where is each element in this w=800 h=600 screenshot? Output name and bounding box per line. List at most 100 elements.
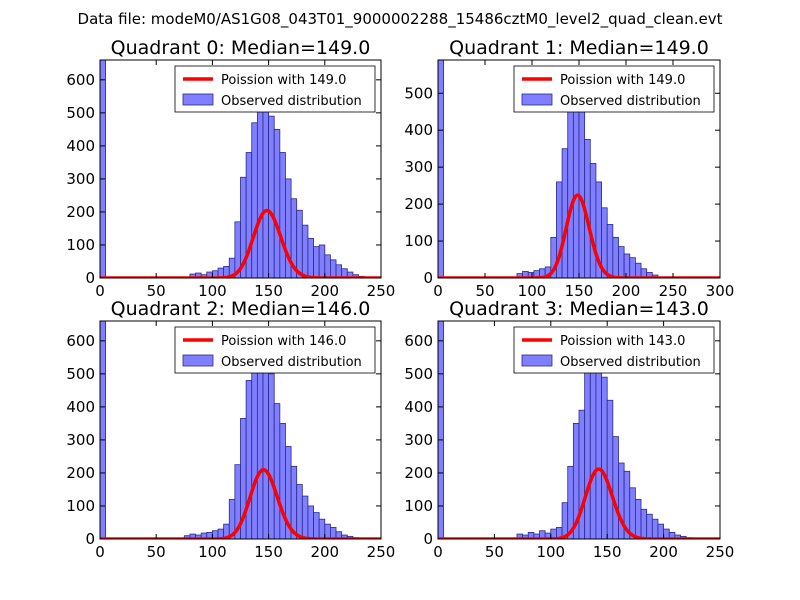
legend-label-observed: Observed distribution: [221, 355, 362, 370]
x-tick-label: 250: [706, 543, 735, 561]
histogram-bar: [561, 148, 569, 278]
panel-title: Quadrant 1: Median=149.0: [449, 37, 709, 59]
histogram-bar: [438, 60, 445, 278]
legend-bar-swatch: [182, 93, 214, 106]
y-tick-label: 200: [404, 195, 433, 213]
histogram-bar: [318, 518, 326, 539]
histogram-bar: [296, 484, 303, 539]
y-tick-label: 0: [423, 269, 433, 287]
y-tick-label: 500: [66, 104, 95, 122]
histogram-bar: [623, 253, 631, 278]
y-tick-label: 600: [66, 332, 95, 350]
y-tick-label: 100: [404, 232, 433, 250]
y-tick-label: 300: [404, 158, 433, 176]
plot-area: [100, 321, 381, 539]
poisson-curve: [100, 468, 381, 539]
histogram-bar: [268, 115, 275, 278]
histogram-bar: [273, 128, 281, 278]
x-tick-label: 50: [147, 543, 166, 561]
histogram-bar: [635, 262, 642, 278]
x-tick-label: 50: [475, 282, 494, 300]
histogram-bar: [567, 92, 574, 278]
panel-title: Quadrant 3: Median=143.0: [449, 298, 709, 320]
x-tick-label: 0: [95, 282, 105, 300]
histogram-bar: [635, 498, 642, 539]
y-tick-label: 200: [404, 464, 433, 482]
histogram-bar: [262, 95, 270, 278]
histogram-bar: [595, 353, 602, 539]
x-tick-label: 150: [593, 543, 622, 561]
legend-label-observed: Observed distribution: [560, 355, 701, 370]
legend-bar-swatch: [182, 354, 214, 367]
histogram-bar: [589, 163, 597, 278]
histogram-bar: [651, 518, 659, 539]
histogram-bar: [307, 237, 314, 278]
legend-label-poisson: Poission with 146.0: [221, 334, 346, 349]
x-tick-label: 150: [254, 282, 283, 300]
x-tick-label: 250: [659, 282, 688, 300]
legend-label-observed: Observed distribution: [560, 94, 701, 109]
axes-frame: [437, 320, 721, 540]
legend-label-poisson: Poission with 143.0: [560, 334, 685, 349]
panel-quadrant-2: 0 50 100 150 200 250 0 100 200 300 400 500 600 Quadra…: [66, 298, 395, 561]
x-tick-label: 200: [310, 282, 339, 300]
figure-title: Data file: modeM0/AS1G08_043T01_90000022…: [78, 10, 723, 29]
y-tick-label: 100: [404, 497, 433, 515]
x-tick-label: 100: [198, 282, 227, 300]
histogram-bar: [313, 512, 320, 539]
legend: Poission with 143.0 Observed distribution: [513, 326, 715, 374]
histogram-bar: [612, 436, 619, 539]
y-tick-label: 200: [66, 464, 95, 482]
histogram-bar: [313, 246, 320, 278]
x-tick-label: 50: [485, 543, 504, 561]
y-tick-label: 200: [66, 203, 95, 221]
legend: Poission with 146.0 Observed distribution: [174, 326, 376, 374]
histogram-bar: [657, 523, 665, 539]
histogram-bar: [279, 422, 286, 539]
histogram-bar: [324, 254, 331, 278]
y-tick-label: 300: [404, 431, 433, 449]
y-tick-label: 300: [66, 431, 95, 449]
legend-label-poisson: Poission with 149.0: [221, 73, 346, 88]
legend-box: [513, 326, 715, 374]
histogram-bar: [301, 495, 309, 539]
histogram-bar: [251, 122, 258, 278]
x-tick-label: 200: [649, 543, 678, 561]
x-tick-label: 150: [254, 543, 283, 561]
legend: Poission with 149.0 Observed distribution: [513, 65, 715, 113]
panels: 0 50 100 150 200 2500100200300400500600Quadra…: [66, 37, 734, 561]
histogram-bar: [245, 380, 253, 539]
panel-title: Quadrant 0: Median=149.0: [111, 37, 371, 59]
x-tick-label: 100: [536, 543, 565, 561]
x-tick-label: 0: [95, 543, 105, 561]
y-tick-label: 400: [66, 398, 95, 416]
histogram-bar: [307, 505, 314, 539]
histogram-bar: [251, 353, 258, 539]
histogram-bar: [335, 264, 343, 278]
x-tick-label: 300: [706, 282, 735, 300]
poisson-curve: [100, 208, 381, 278]
histogram-bar: [273, 403, 281, 539]
histogram-bar: [296, 209, 303, 278]
histogram-bar: [601, 376, 608, 539]
y-tick-label: 600: [404, 332, 433, 350]
histogram-bar: [629, 487, 636, 539]
x-tick-label: 250: [367, 282, 396, 300]
x-tick-label: 200: [612, 282, 641, 300]
histogram-bar: [606, 224, 614, 278]
x-tick-label: 0: [433, 543, 443, 561]
histogram-bar: [612, 236, 619, 278]
x-tick-label: 50: [147, 282, 166, 300]
x-tick-label: 100: [198, 543, 227, 561]
axes-frame: [99, 320, 382, 540]
histogram-bar: [324, 523, 331, 539]
histogram-bar: [618, 246, 625, 278]
y-tick-label: 0: [85, 269, 95, 287]
x-tick-label: 0: [433, 282, 443, 300]
legend-bar-swatch: [521, 354, 553, 367]
histogram-bar: [330, 259, 337, 278]
legend-bar-swatch: [521, 93, 553, 106]
histogram-bar: [301, 224, 309, 278]
axes-frame: [99, 59, 382, 279]
